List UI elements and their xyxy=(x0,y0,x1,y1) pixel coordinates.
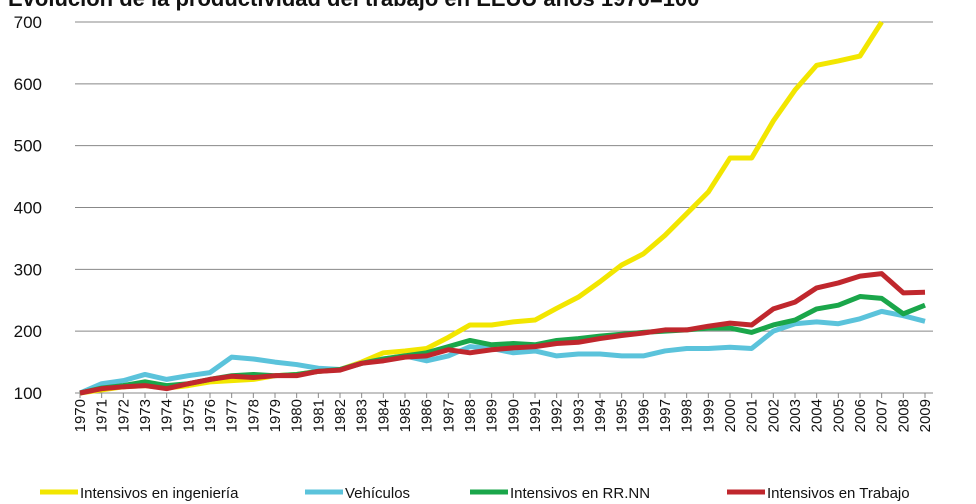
x-tick-label: 2008 xyxy=(895,399,912,432)
x-tick-label: 1998 xyxy=(679,399,696,432)
legend-label: Vehículos xyxy=(345,485,410,502)
x-tick-label: 1992 xyxy=(549,399,566,432)
x-tick-label: 1995 xyxy=(614,399,631,432)
x-tick-label: 1994 xyxy=(592,399,609,432)
x-tick-label: 1997 xyxy=(657,399,674,432)
x-tick-label: 1989 xyxy=(484,399,501,432)
y-tick-label: 600 xyxy=(14,75,42,94)
x-tick-label: 1977 xyxy=(224,399,241,432)
legend-label: Intensivos en ingeniería xyxy=(80,485,239,502)
x-tick-label: 1982 xyxy=(332,399,349,432)
x-tick-label: 1988 xyxy=(462,399,479,432)
x-tick-label: 1999 xyxy=(700,399,717,432)
x-tick-label: 1987 xyxy=(440,399,457,432)
y-tick-label: 300 xyxy=(14,260,42,279)
x-tick-label: 1983 xyxy=(354,399,371,432)
x-tick-label: 1980 xyxy=(289,399,306,432)
y-tick-label: 500 xyxy=(14,137,42,156)
series-line xyxy=(79,20,884,396)
x-tick-label: 2000 xyxy=(722,399,739,432)
x-tick-label: 2001 xyxy=(744,399,761,432)
x-tick-label: 2006 xyxy=(852,399,869,432)
x-tick-label: 1972 xyxy=(115,399,132,432)
x-tick-label: 2002 xyxy=(765,399,782,432)
x-tick-label: 1996 xyxy=(635,399,652,432)
legend-label: Intensivos en Trabajo xyxy=(767,485,910,502)
x-tick-label: 1978 xyxy=(245,399,262,432)
x-tick-label: 2004 xyxy=(809,399,826,432)
x-tick-label: 1985 xyxy=(397,399,414,432)
y-tick-label: 200 xyxy=(14,322,42,341)
series-line xyxy=(79,271,926,396)
x-tick-label: 2005 xyxy=(830,399,847,432)
chart-title: Evolución de la productividad del trabaj… xyxy=(8,0,699,11)
y-tick-label: 700 xyxy=(14,13,42,32)
x-tick-label: 1971 xyxy=(94,399,111,432)
x-tick-label: 2009 xyxy=(917,399,934,432)
x-tick-label: 1984 xyxy=(375,399,392,432)
x-tick-label: 1990 xyxy=(505,399,522,432)
x-tick-label: 2003 xyxy=(787,399,804,432)
x-tick-label: 1981 xyxy=(310,399,327,432)
x-tick-label: 1975 xyxy=(180,399,197,432)
y-tick-label: 100 xyxy=(14,384,42,403)
x-tick-label: 1979 xyxy=(267,399,284,432)
legend-label: Intensivos en RR.NN xyxy=(510,485,650,502)
x-tick-label: 1970 xyxy=(72,399,89,432)
x-tick-label: 1991 xyxy=(527,399,544,432)
x-tick-label: 2007 xyxy=(874,399,891,432)
x-tick-label: 1974 xyxy=(159,399,176,432)
x-tick-label: 1973 xyxy=(137,399,154,432)
x-tick-label: 1976 xyxy=(202,399,219,432)
x-tick-label: 1993 xyxy=(570,399,587,432)
x-tick-label: 1986 xyxy=(419,399,436,432)
y-tick-label: 400 xyxy=(14,199,42,218)
